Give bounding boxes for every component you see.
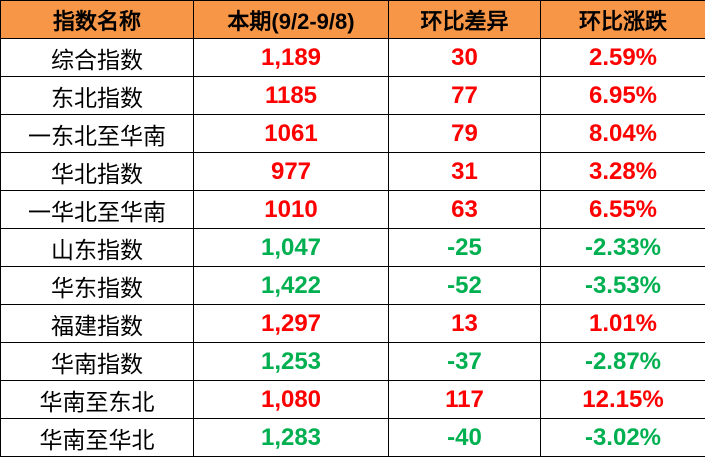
- cell-name: 山东指数: [0, 228, 194, 267]
- cell-current: 1,047: [193, 228, 389, 267]
- table-row: 华南至东北 1,080 117 12.15%: [0, 380, 705, 419]
- cell-current: 1,297: [193, 304, 389, 343]
- cell-pct: 8.04%: [540, 114, 705, 153]
- cell-name: 福建指数: [0, 304, 194, 343]
- table-row: 福建指数 1,297 13 1.01%: [0, 304, 705, 343]
- cell-current: 1,189: [193, 38, 389, 77]
- cell-name: 综合指数: [0, 38, 194, 77]
- header-current: 本期(9/2-9/8): [193, 0, 389, 39]
- cell-current: 1,253: [193, 342, 389, 381]
- cell-diff: 30: [388, 38, 541, 77]
- header-diff: 环比差异: [388, 0, 541, 39]
- table-row: 华东指数 1,422 -52 -3.53%: [0, 266, 705, 305]
- cell-diff: -37: [388, 342, 541, 381]
- cell-pct: 12.15%: [540, 380, 705, 419]
- cell-current: 977: [193, 152, 389, 191]
- cell-current: 1,080: [193, 380, 389, 419]
- cell-diff: -40: [388, 418, 541, 457]
- cell-name: 华北指数: [0, 152, 194, 191]
- cell-name: 华南指数: [0, 342, 194, 381]
- header-name: 指数名称: [0, 0, 194, 39]
- table-row: 华北指数 977 31 3.28%: [0, 152, 705, 191]
- cell-pct: -2.87%: [540, 342, 705, 381]
- cell-name: 一东北至华南: [0, 114, 194, 153]
- cell-diff: 117: [388, 380, 541, 419]
- table-row: 综合指数 1,189 30 2.59%: [0, 38, 705, 77]
- cell-diff: -25: [388, 228, 541, 267]
- table-row: 华南指数 1,253 -37 -2.87%: [0, 342, 705, 381]
- table-row: 一华北至华南 1010 63 6.55%: [0, 190, 705, 229]
- table-row: 东北指数 1185 77 6.95%: [0, 76, 705, 115]
- cell-current: 1,422: [193, 266, 389, 305]
- cell-diff: -52: [388, 266, 541, 305]
- cell-name: 一华北至华南: [0, 190, 194, 229]
- cell-name: 东北指数: [0, 76, 194, 115]
- cell-diff: 31: [388, 152, 541, 191]
- table-row: 山东指数 1,047 -25 -2.33%: [0, 228, 705, 267]
- cell-pct: 6.55%: [540, 190, 705, 229]
- cell-pct: -3.02%: [540, 418, 705, 457]
- header-pct: 环比涨跌: [540, 0, 705, 39]
- table-row: 一东北至华南 1061 79 8.04%: [0, 114, 705, 153]
- cell-pct: 6.95%: [540, 76, 705, 115]
- cell-current: 1061: [193, 114, 389, 153]
- table-row: 华南至华北 1,283 -40 -3.02%: [0, 418, 705, 457]
- cell-current: 1010: [193, 190, 389, 229]
- cell-name: 华东指数: [0, 266, 194, 305]
- cell-diff: 13: [388, 304, 541, 343]
- cell-name: 华南至东北: [0, 380, 194, 419]
- cell-current: 1185: [193, 76, 389, 115]
- cell-pct: 1.01%: [540, 304, 705, 343]
- cell-pct: 3.28%: [540, 152, 705, 191]
- header-row: 指数名称 本期(9/2-9/8) 环比差异 环比涨跌: [0, 0, 705, 39]
- cell-diff: 63: [388, 190, 541, 229]
- cell-pct: -2.33%: [540, 228, 705, 267]
- cell-pct: 2.59%: [540, 38, 705, 77]
- cell-pct: -3.53%: [540, 266, 705, 305]
- cell-current: 1,283: [193, 418, 389, 457]
- cell-diff: 79: [388, 114, 541, 153]
- cell-diff: 77: [388, 76, 541, 115]
- cell-name: 华南至华北: [0, 418, 194, 457]
